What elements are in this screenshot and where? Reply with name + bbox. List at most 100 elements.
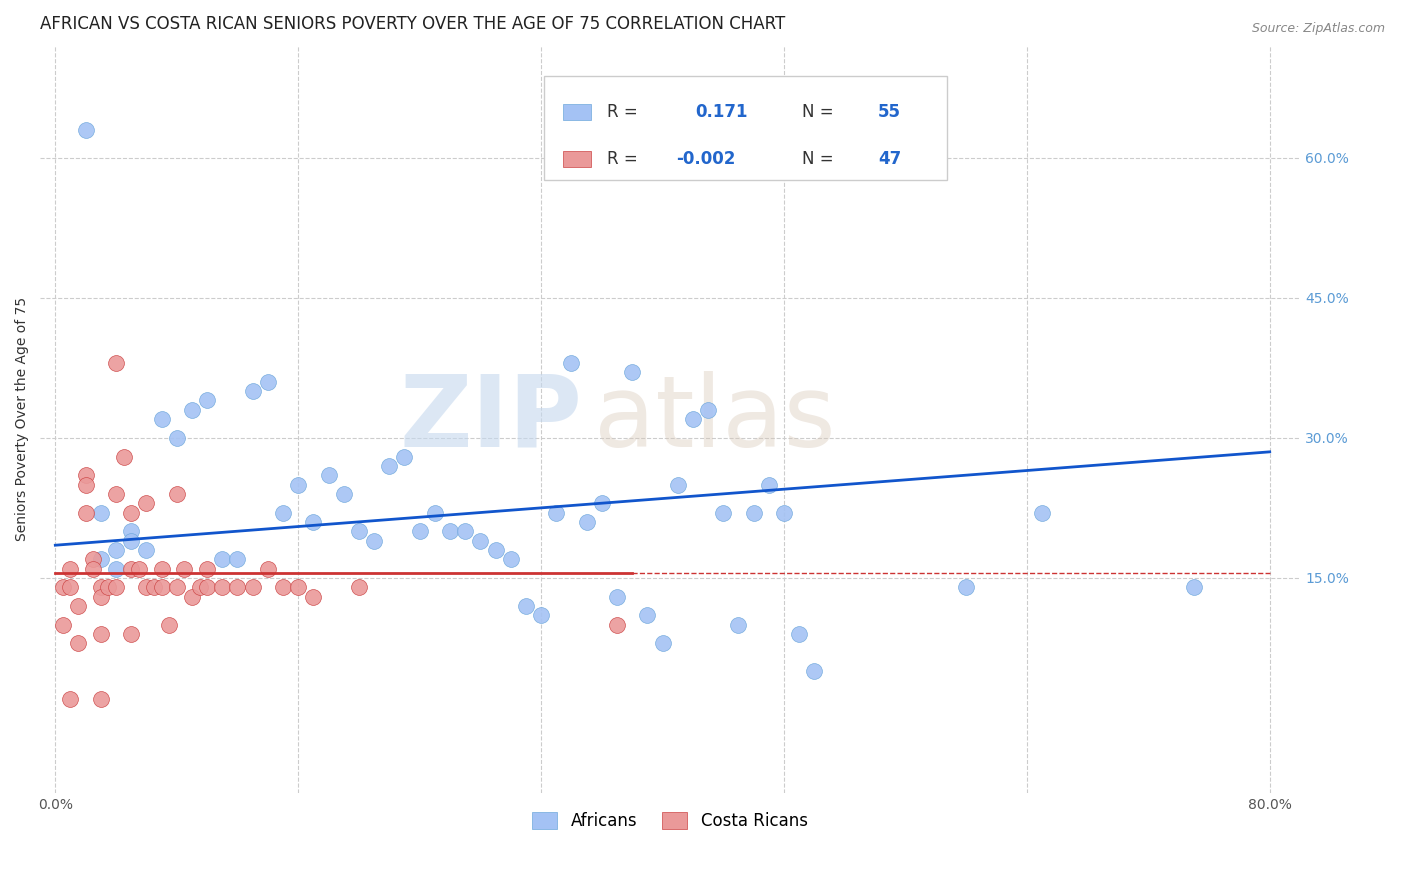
Point (150, 412, 173, 426)
Point (143, 580, 166, 594)
Point (166, 580, 188, 594)
Point (105, 580, 128, 594)
Point (697, 402, 720, 417)
Text: -0.002: -0.002 (676, 150, 735, 169)
Point (59, 561, 82, 575)
Point (423, 506, 446, 520)
Point (711, 506, 734, 520)
Point (166, 431, 188, 445)
Point (67, 636, 90, 650)
Point (105, 561, 128, 575)
Point (347, 580, 370, 594)
Point (470, 533, 492, 548)
Point (166, 487, 188, 501)
Point (97, 580, 120, 594)
Point (484, 542, 506, 557)
Point (256, 561, 278, 575)
Point (546, 506, 568, 520)
Point (195, 561, 218, 575)
Point (727, 617, 749, 632)
Text: R =: R = (607, 150, 638, 169)
Point (773, 506, 796, 520)
Point (120, 561, 142, 575)
Point (180, 590, 202, 604)
Text: N =: N = (803, 103, 834, 121)
Point (636, 608, 658, 623)
Point (173, 561, 195, 575)
Point (59, 692, 82, 706)
Point (226, 580, 249, 594)
Point (67, 599, 90, 613)
Point (682, 412, 704, 426)
Point (75, 477, 97, 491)
Point (621, 366, 644, 380)
Point (135, 496, 157, 510)
Text: 0.171: 0.171 (696, 103, 748, 121)
FancyBboxPatch shape (544, 76, 948, 180)
Point (287, 477, 309, 491)
Point (135, 542, 157, 557)
Point (499, 552, 522, 566)
Point (90, 692, 112, 706)
Text: AFRICAN VS COSTA RICAN SENIORS POVERTY OVER THE AGE OF 75 CORRELATION CHART: AFRICAN VS COSTA RICAN SENIORS POVERTY O… (41, 15, 786, 33)
Point (606, 590, 628, 604)
Point (242, 580, 264, 594)
Point (378, 458, 401, 473)
Point (157, 617, 180, 632)
Text: atlas: atlas (595, 371, 837, 467)
Point (120, 524, 142, 539)
Point (302, 515, 325, 529)
Point (302, 590, 325, 604)
Point (150, 561, 173, 575)
Point (1031, 506, 1053, 520)
Point (271, 506, 294, 520)
Point (515, 599, 537, 613)
Point (560, 356, 582, 370)
Point (195, 580, 218, 594)
Point (318, 468, 340, 483)
Point (803, 665, 825, 679)
Point (742, 506, 765, 520)
Point (188, 580, 211, 594)
Point (408, 524, 430, 539)
Point (90, 552, 112, 566)
Point (591, 496, 613, 510)
Point (271, 580, 294, 594)
Text: Source: ZipAtlas.com: Source: ZipAtlas.com (1251, 22, 1385, 36)
Point (135, 580, 157, 594)
Point (363, 533, 385, 548)
Point (128, 561, 150, 575)
Y-axis label: Seniors Poverty Over the Age of 75: Seniors Poverty Over the Age of 75 (15, 297, 30, 541)
Point (530, 608, 553, 623)
Point (90, 580, 112, 594)
Point (332, 487, 354, 501)
Text: N =: N = (803, 150, 834, 169)
Point (955, 580, 977, 594)
Point (454, 524, 477, 539)
Point (105, 542, 128, 557)
Point (606, 617, 628, 632)
Point (394, 450, 416, 464)
Point (82, 552, 104, 566)
Point (666, 477, 689, 491)
Point (75, 506, 97, 520)
Text: ZIP: ZIP (399, 371, 582, 467)
Point (75, 122, 97, 136)
Text: 47: 47 (877, 150, 901, 169)
Point (90, 627, 112, 641)
FancyBboxPatch shape (562, 104, 591, 120)
Point (112, 450, 135, 464)
Point (256, 375, 278, 389)
Point (347, 524, 370, 539)
Point (787, 627, 810, 641)
Point (758, 477, 780, 491)
Point (242, 384, 264, 399)
Point (52, 617, 75, 632)
Point (195, 393, 218, 408)
Point (120, 627, 142, 641)
Point (52, 580, 75, 594)
Point (90, 506, 112, 520)
FancyBboxPatch shape (562, 151, 591, 168)
Point (120, 506, 142, 520)
Point (1182, 580, 1205, 594)
